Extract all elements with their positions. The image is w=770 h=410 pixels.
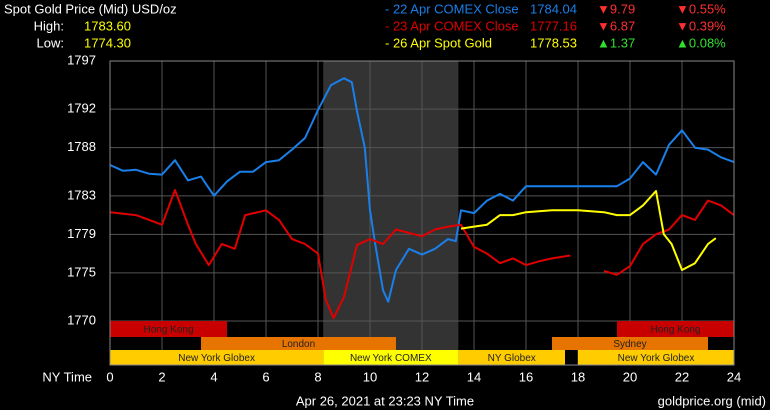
x-tick-label: 14 — [467, 369, 481, 384]
x-tick-label: 0 — [106, 369, 113, 384]
y-tick-label: 1770 — [67, 312, 96, 327]
legend-change: ▼9.79 — [597, 1, 635, 16]
session-label: Hong Kong — [650, 325, 700, 336]
session-bar — [323, 350, 459, 365]
session-bar — [578, 350, 734, 365]
legend-change-pct: ▼0.55% — [676, 1, 726, 16]
legend-entry: - 22 Apr COMEX Close — [385, 1, 519, 16]
source: goldprice.org (mid) — [658, 393, 766, 408]
x-tick-label: 16 — [519, 369, 533, 384]
low-label: Low: — [37, 35, 64, 50]
plot-frame — [109, 60, 735, 366]
session-bar — [110, 321, 227, 337]
session-bar — [458, 350, 565, 365]
x-tick-label: 12 — [415, 369, 429, 384]
high-value: 1783.60 — [84, 18, 131, 33]
session-label: Sydney — [613, 339, 646, 350]
legend-close: 1777.16 — [530, 18, 577, 33]
session-label: New York Globex — [178, 353, 255, 364]
chart-title: Spot Gold Price (Mid) USD/oz — [4, 1, 177, 16]
x-tick-label: 8 — [314, 369, 321, 384]
session-label: NY Globex — [488, 353, 536, 364]
session-bar — [201, 337, 396, 350]
legend-change-pct: ▼0.39% — [676, 18, 726, 33]
y-tick-label: 1792 — [67, 101, 96, 116]
session-label: Hong Kong — [143, 325, 193, 336]
x-tick-label: 24 — [727, 369, 741, 384]
y-tick-label: 1797 — [67, 52, 96, 67]
session-bar — [617, 321, 734, 337]
session-label: London — [282, 339, 315, 350]
y-tick-label: 1775 — [67, 264, 96, 279]
legend-entry: - 23 Apr COMEX Close — [385, 18, 519, 33]
series-line — [460, 190, 717, 271]
session-bar — [552, 337, 708, 350]
legend-change: ▼6.87 — [597, 18, 635, 33]
low-value: 1774.30 — [84, 35, 131, 50]
session-bar — [110, 350, 324, 365]
y-tick-label: 1788 — [67, 139, 96, 154]
series-line — [109, 189, 735, 320]
x-tick-label: 2 — [158, 369, 165, 384]
legend-close: 1784.04 — [530, 1, 577, 16]
footer: Apr 26, 2021 at 23:23 NY Time — [296, 393, 474, 408]
x-tick-label: 20 — [623, 369, 637, 384]
shaded-band — [323, 61, 459, 365]
legend-entry: - 26 Apr Spot Gold — [385, 35, 492, 50]
x-axis-label: NY Time — [42, 369, 92, 384]
y-tick-label: 1783 — [67, 187, 96, 202]
session-label: New York Globex — [618, 353, 695, 364]
series-line — [109, 77, 735, 303]
x-tick-label: 4 — [210, 369, 217, 384]
y-tick-label: 1779 — [67, 226, 96, 241]
x-tick-label: 6 — [262, 369, 269, 384]
legend-change: ▲1.37 — [597, 35, 635, 50]
legend-change-pct: ▲0.08% — [676, 35, 726, 50]
legend-close: 1778.53 — [530, 35, 577, 50]
x-tick-label: 10 — [363, 369, 377, 384]
x-tick-label: 22 — [675, 369, 689, 384]
x-tick-label: 18 — [571, 369, 585, 384]
high-label: High: — [34, 18, 64, 33]
session-label: New York COMEX — [350, 353, 432, 364]
